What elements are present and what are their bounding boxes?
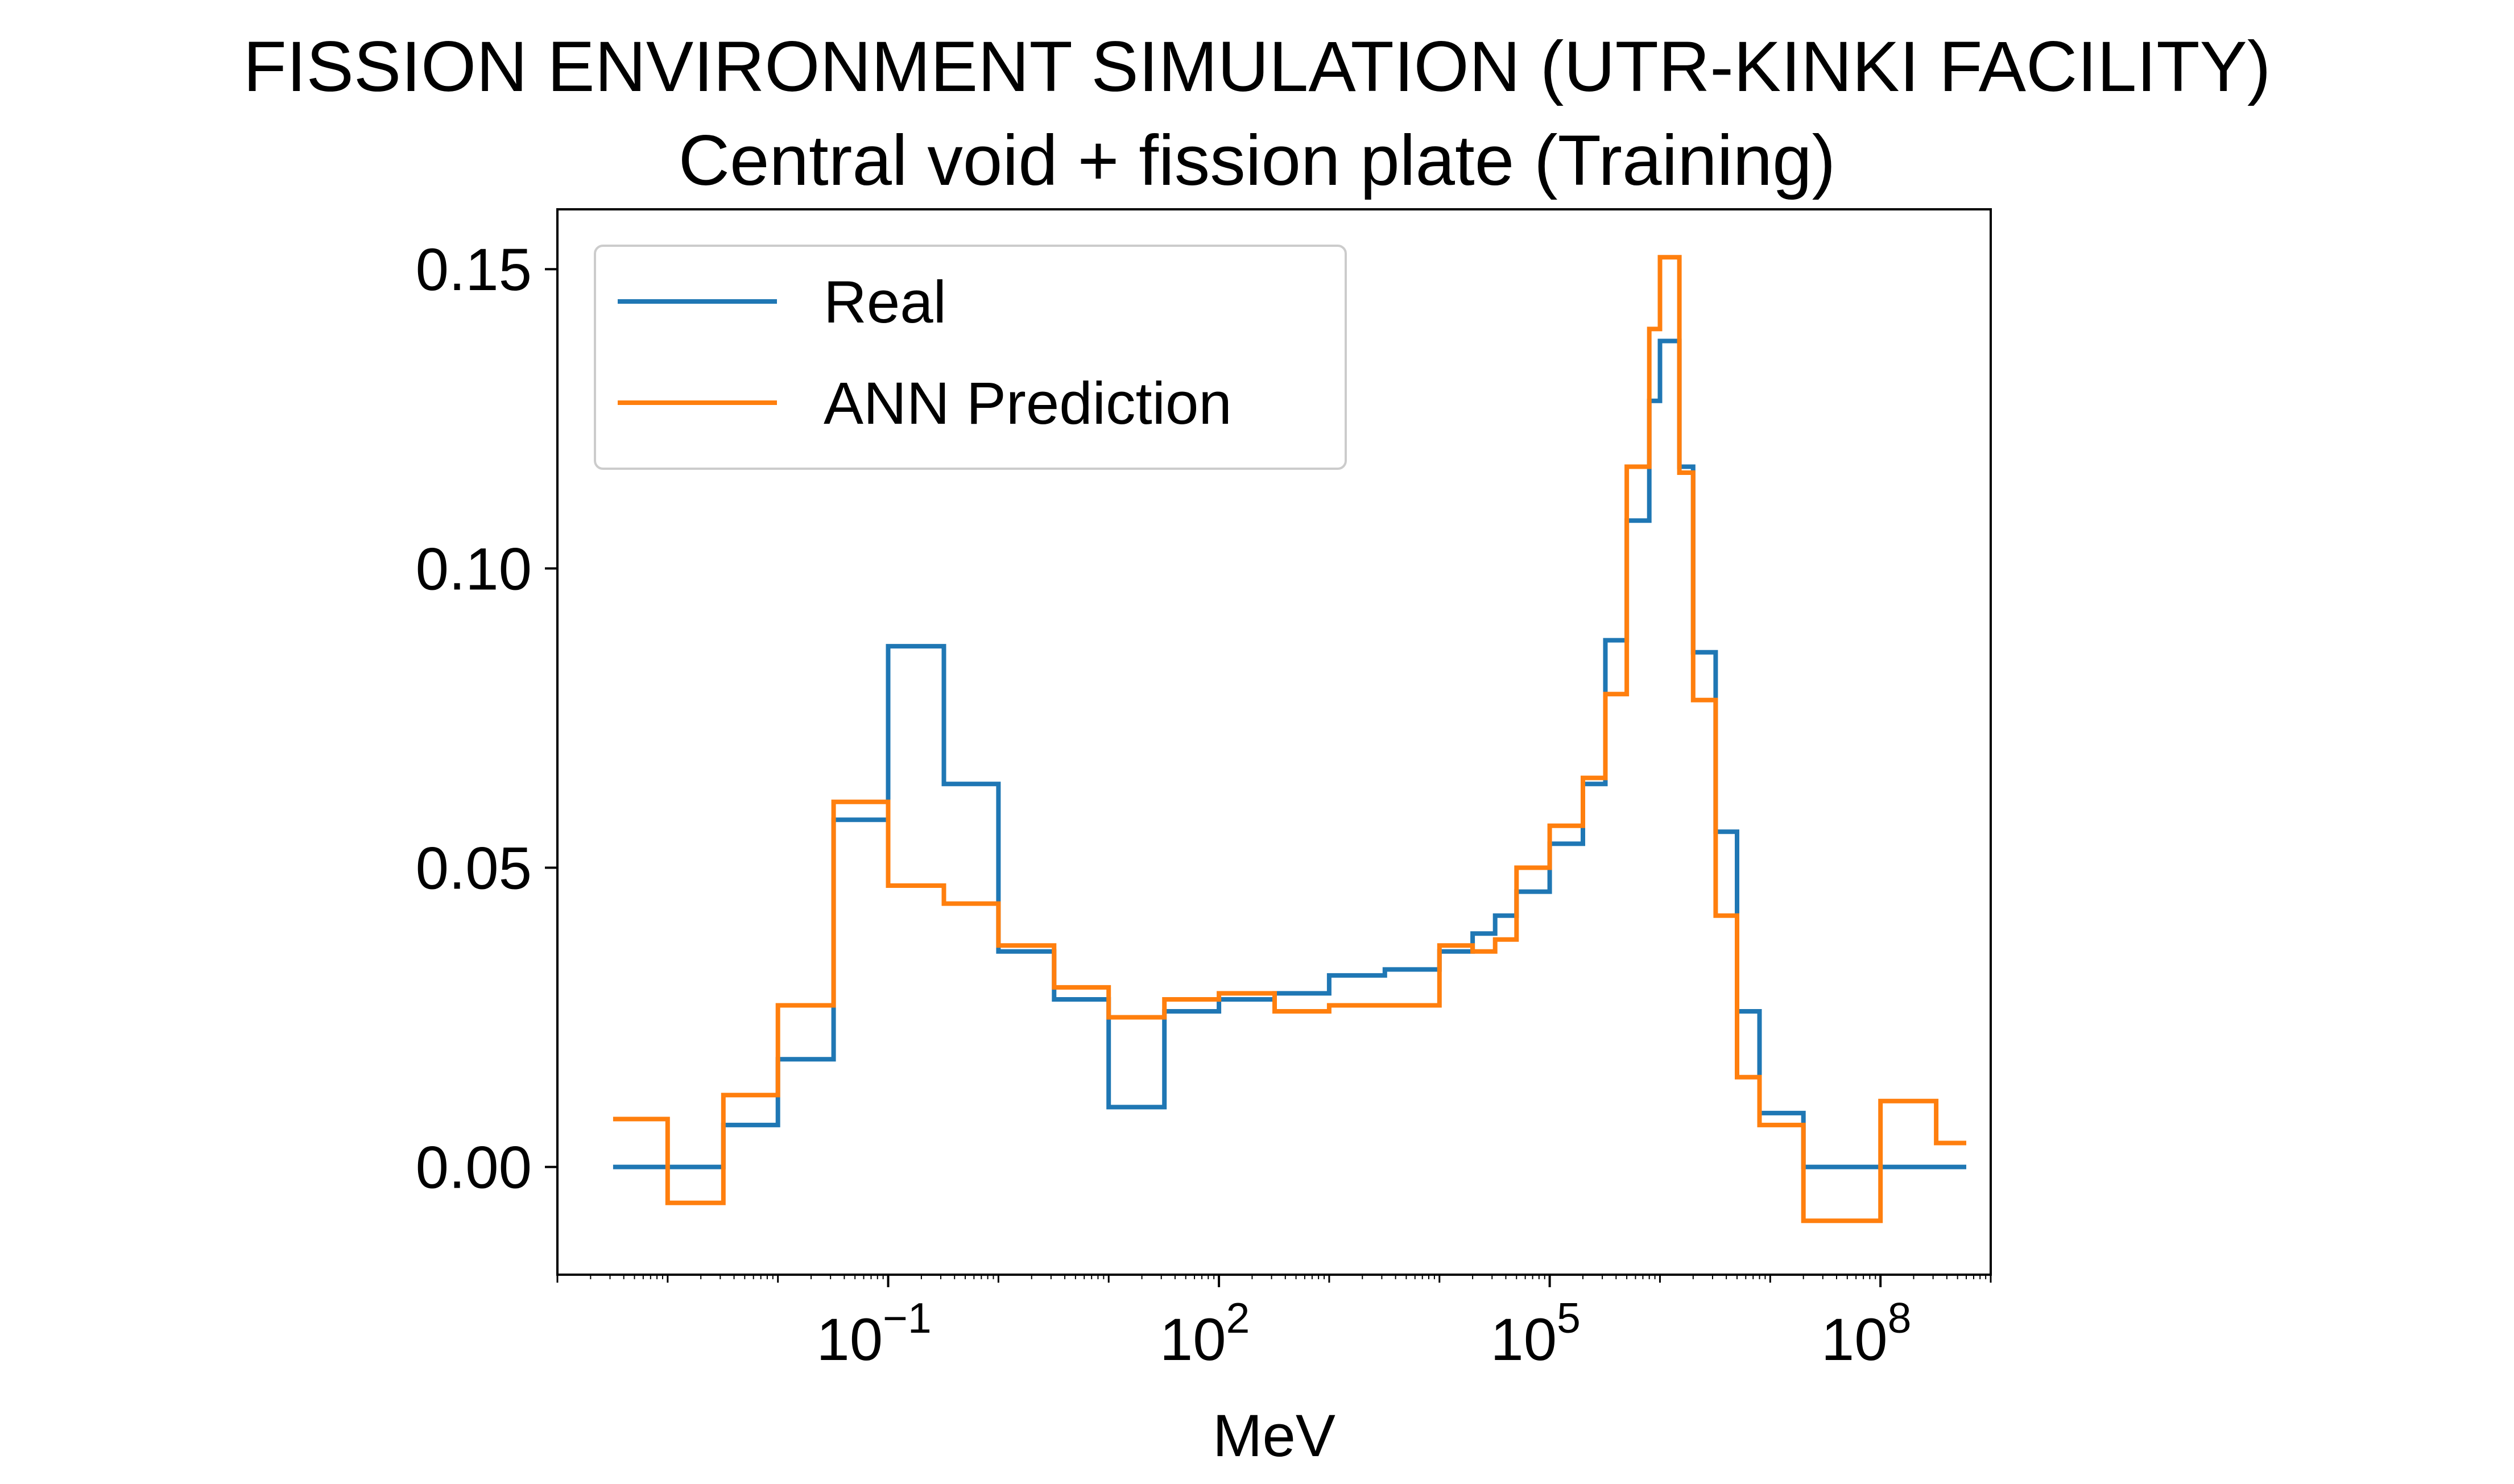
x-axis-label: MeV: [1213, 1403, 1335, 1469]
series-line-real: [613, 338, 1966, 1169]
legend-label-ann-prediction: ANN Prediction: [824, 370, 1232, 437]
y-tick-label: 0.10: [416, 536, 532, 602]
series-line-ann-prediction: [613, 255, 1966, 1223]
y-tick-label: 0.05: [416, 835, 532, 902]
chart-title: FISSION ENVIRONMENT SIMULATION (UTR-KINK…: [243, 27, 2271, 106]
chart-subtitle: Central void + fission plate (Training): [679, 121, 1836, 200]
x-tick-label: 102: [1160, 1294, 1250, 1373]
y-tick-label: 0.00: [416, 1135, 532, 1201]
y-axis: 0.00 0.05 0.10 0.15: [416, 237, 557, 1201]
legend-box: [594, 245, 1347, 470]
x-tick-label: 105: [1490, 1294, 1581, 1373]
y-tick-label: 0.15: [416, 237, 532, 303]
x-tick-label: 10−1: [816, 1294, 931, 1373]
x-axis: 10−1 102 105 108: [556, 1275, 1992, 1373]
series-layer: [613, 255, 1966, 1223]
x-tick-label: 108: [1821, 1294, 1912, 1373]
legend: Real ANN Prediction: [594, 245, 1347, 470]
legend-label-real: Real: [824, 269, 946, 336]
